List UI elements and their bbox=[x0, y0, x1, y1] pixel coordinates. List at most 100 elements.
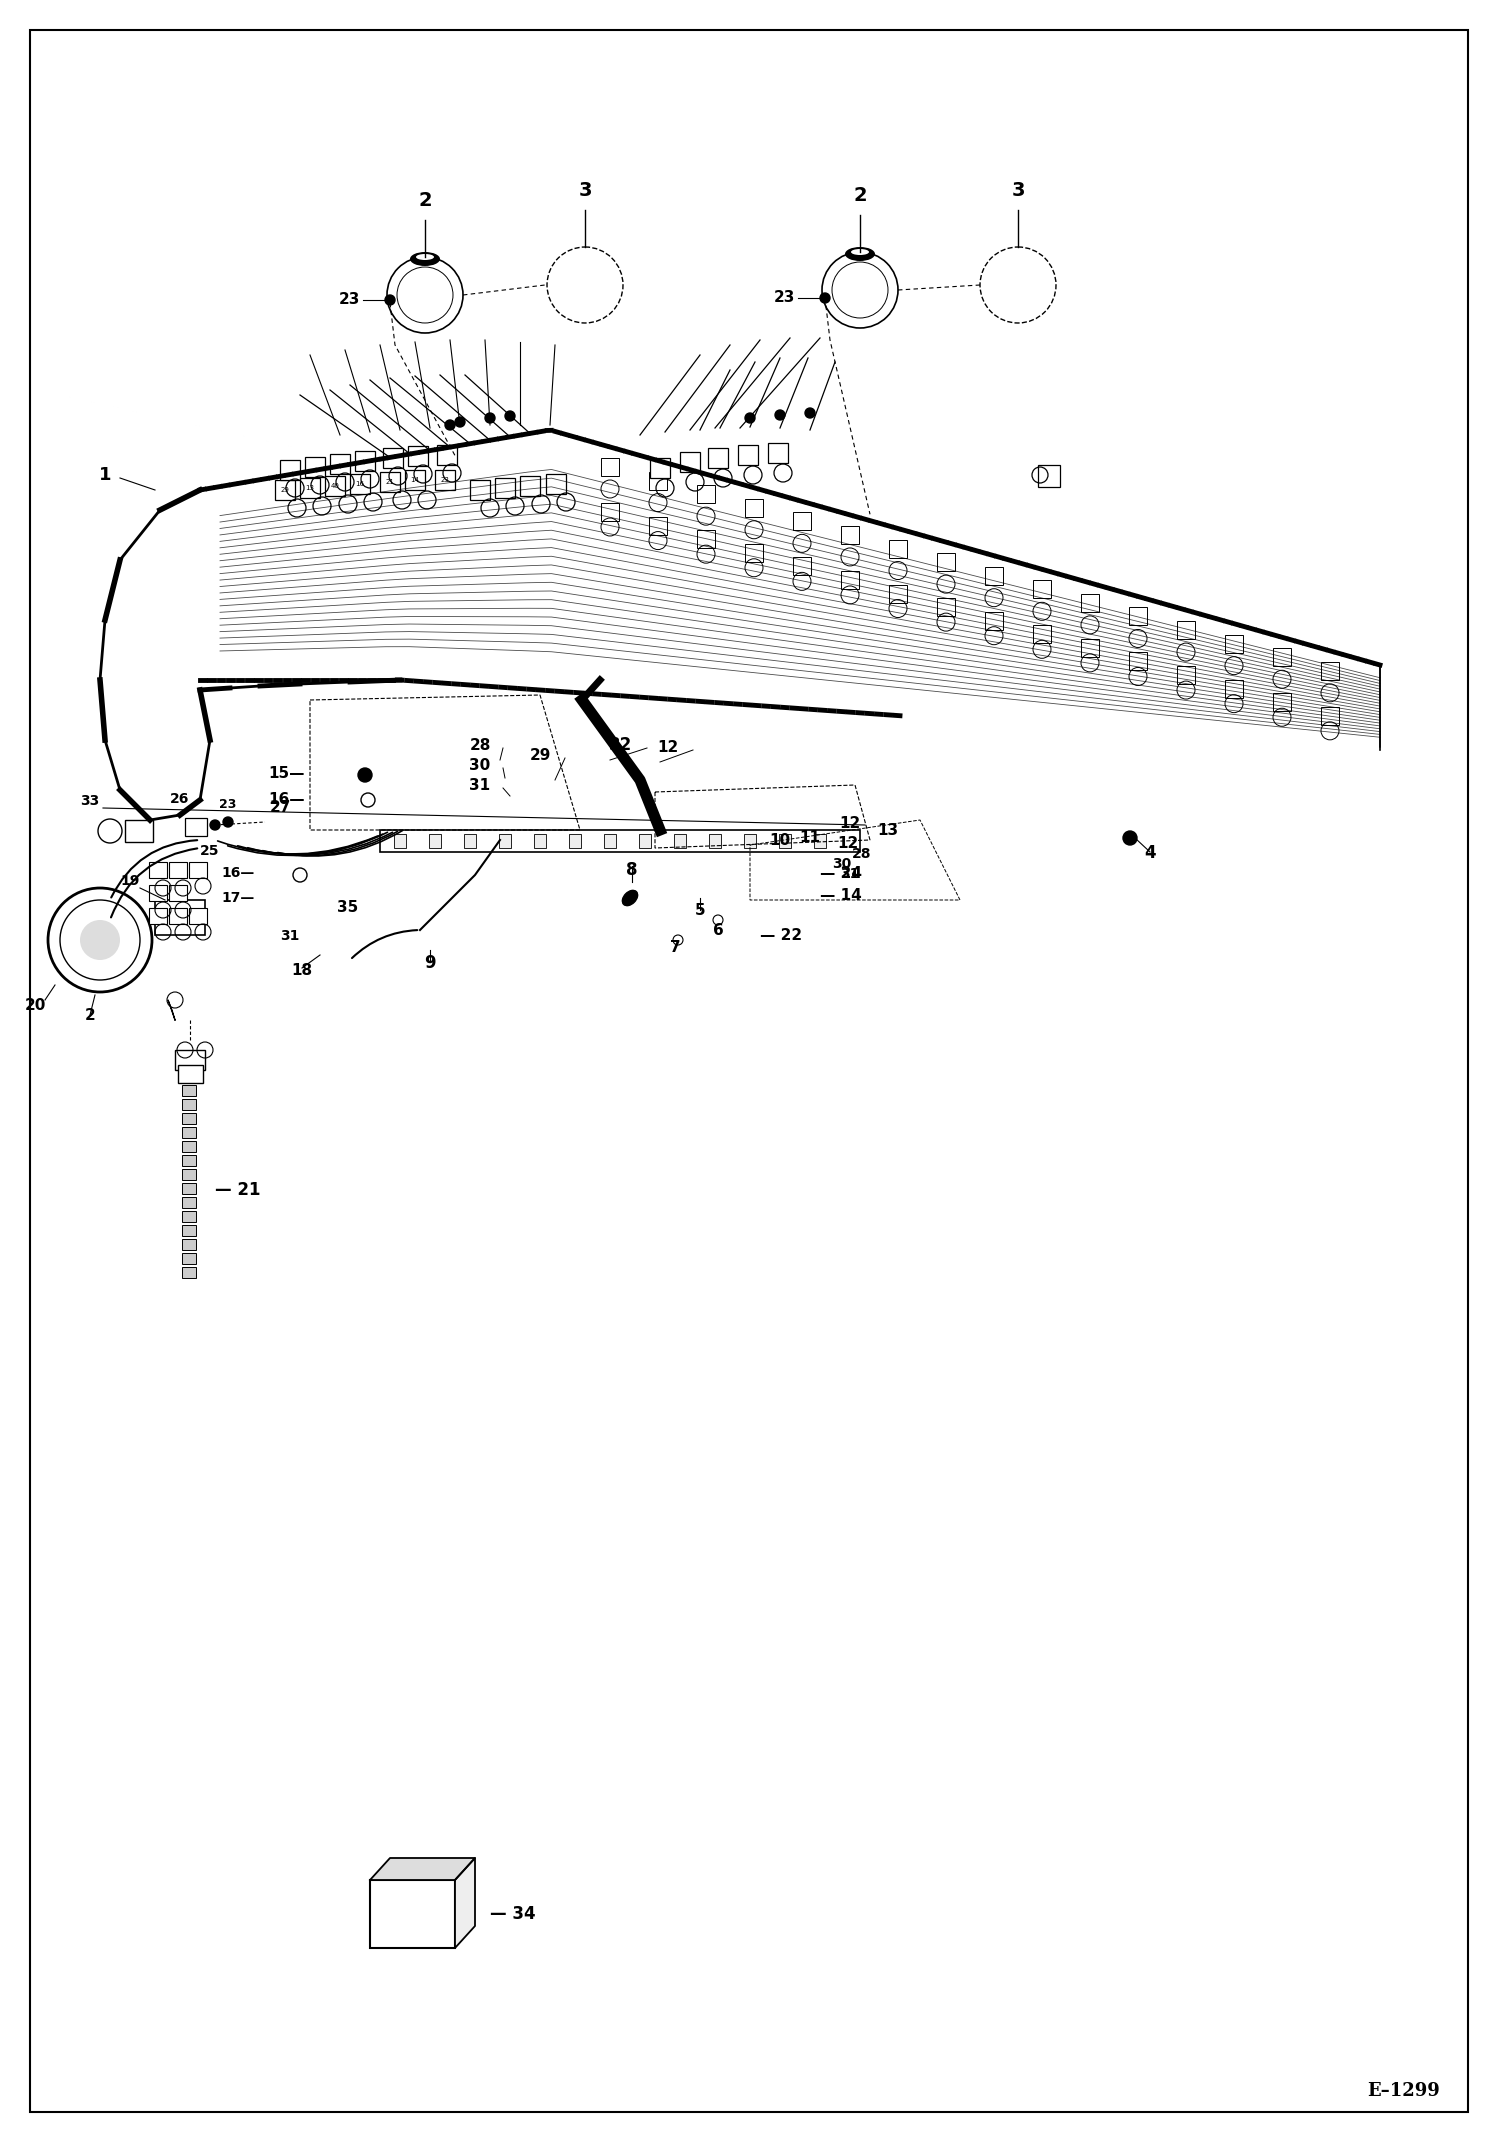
Circle shape bbox=[505, 411, 515, 422]
FancyBboxPatch shape bbox=[938, 598, 956, 617]
Bar bbox=[394, 833, 406, 848]
Text: 31: 31 bbox=[840, 868, 860, 880]
FancyBboxPatch shape bbox=[888, 540, 906, 557]
Text: 9: 9 bbox=[424, 953, 436, 972]
Text: 1: 1 bbox=[99, 467, 111, 484]
Text: 12: 12 bbox=[658, 739, 679, 754]
FancyBboxPatch shape bbox=[938, 553, 956, 572]
Text: 6: 6 bbox=[713, 923, 724, 938]
Circle shape bbox=[210, 820, 220, 829]
FancyBboxPatch shape bbox=[181, 1099, 196, 1110]
Text: 15—: 15— bbox=[268, 765, 306, 780]
Text: 17—: 17— bbox=[222, 891, 255, 906]
Text: 31: 31 bbox=[469, 778, 490, 793]
Text: — 22: — 22 bbox=[759, 927, 801, 942]
Bar bbox=[779, 833, 791, 848]
Bar bbox=[745, 833, 756, 848]
FancyBboxPatch shape bbox=[1273, 649, 1291, 666]
FancyBboxPatch shape bbox=[1321, 707, 1339, 724]
Ellipse shape bbox=[622, 891, 638, 906]
FancyBboxPatch shape bbox=[745, 499, 762, 516]
FancyBboxPatch shape bbox=[649, 516, 667, 536]
Bar bbox=[499, 833, 511, 848]
Text: 11: 11 bbox=[280, 486, 289, 493]
Text: 35: 35 bbox=[337, 900, 358, 915]
FancyBboxPatch shape bbox=[181, 1114, 196, 1125]
Text: 16—: 16— bbox=[222, 865, 255, 880]
Bar bbox=[428, 833, 440, 848]
FancyBboxPatch shape bbox=[494, 478, 515, 497]
FancyBboxPatch shape bbox=[680, 452, 700, 471]
FancyBboxPatch shape bbox=[300, 478, 321, 497]
Circle shape bbox=[819, 293, 830, 302]
FancyBboxPatch shape bbox=[181, 1127, 196, 1137]
Text: 28: 28 bbox=[852, 846, 872, 861]
FancyBboxPatch shape bbox=[697, 531, 715, 548]
Text: 28: 28 bbox=[469, 739, 491, 754]
FancyBboxPatch shape bbox=[745, 544, 762, 561]
FancyBboxPatch shape bbox=[181, 1170, 196, 1180]
FancyBboxPatch shape bbox=[148, 908, 166, 923]
Text: E–1299: E–1299 bbox=[1368, 2082, 1440, 2099]
FancyBboxPatch shape bbox=[184, 818, 207, 835]
FancyBboxPatch shape bbox=[169, 885, 187, 902]
FancyBboxPatch shape bbox=[1225, 679, 1243, 698]
Text: 3: 3 bbox=[578, 182, 592, 199]
FancyBboxPatch shape bbox=[178, 1065, 204, 1084]
FancyBboxPatch shape bbox=[181, 1086, 196, 1097]
Circle shape bbox=[385, 296, 395, 304]
FancyBboxPatch shape bbox=[739, 446, 758, 465]
Text: 29: 29 bbox=[529, 748, 551, 763]
FancyBboxPatch shape bbox=[888, 585, 906, 602]
FancyBboxPatch shape bbox=[181, 1210, 196, 1221]
FancyBboxPatch shape bbox=[380, 471, 400, 493]
FancyBboxPatch shape bbox=[181, 1197, 196, 1208]
Text: 31: 31 bbox=[355, 482, 364, 486]
Bar bbox=[813, 833, 825, 848]
Text: 2: 2 bbox=[418, 191, 431, 210]
Text: 5: 5 bbox=[695, 904, 706, 919]
Ellipse shape bbox=[416, 255, 434, 259]
FancyBboxPatch shape bbox=[181, 1142, 196, 1152]
Bar bbox=[464, 833, 476, 848]
FancyBboxPatch shape bbox=[148, 861, 166, 878]
FancyBboxPatch shape bbox=[650, 458, 670, 478]
FancyBboxPatch shape bbox=[181, 1155, 196, 1165]
Circle shape bbox=[455, 418, 464, 426]
FancyBboxPatch shape bbox=[148, 885, 166, 902]
Circle shape bbox=[79, 921, 120, 960]
Circle shape bbox=[358, 769, 372, 782]
Text: 30: 30 bbox=[469, 758, 491, 773]
FancyBboxPatch shape bbox=[306, 456, 325, 478]
Circle shape bbox=[745, 413, 755, 422]
Text: 23: 23 bbox=[339, 293, 360, 308]
Circle shape bbox=[223, 816, 234, 827]
FancyBboxPatch shape bbox=[768, 443, 788, 463]
Text: 23: 23 bbox=[219, 799, 237, 812]
FancyBboxPatch shape bbox=[189, 861, 207, 878]
FancyBboxPatch shape bbox=[545, 473, 566, 495]
FancyBboxPatch shape bbox=[1225, 634, 1243, 653]
Text: 4: 4 bbox=[1144, 844, 1156, 861]
Bar bbox=[533, 833, 545, 848]
FancyBboxPatch shape bbox=[154, 900, 205, 936]
FancyBboxPatch shape bbox=[697, 486, 715, 503]
Text: — 34: — 34 bbox=[490, 1904, 536, 1924]
FancyBboxPatch shape bbox=[1129, 653, 1147, 670]
FancyBboxPatch shape bbox=[181, 1268, 196, 1279]
Circle shape bbox=[804, 407, 815, 418]
Text: 23: 23 bbox=[773, 291, 795, 306]
FancyBboxPatch shape bbox=[840, 572, 858, 589]
Text: 19: 19 bbox=[120, 874, 139, 889]
Text: 42: 42 bbox=[410, 478, 419, 482]
Ellipse shape bbox=[851, 248, 869, 255]
Text: 7: 7 bbox=[670, 940, 680, 955]
FancyBboxPatch shape bbox=[1321, 662, 1339, 679]
Text: 30: 30 bbox=[833, 857, 852, 872]
Text: 8: 8 bbox=[626, 861, 638, 878]
FancyBboxPatch shape bbox=[383, 448, 403, 467]
Text: 12: 12 bbox=[837, 835, 858, 850]
FancyBboxPatch shape bbox=[601, 503, 619, 521]
FancyBboxPatch shape bbox=[355, 452, 374, 471]
Bar bbox=[370, 1881, 455, 1947]
